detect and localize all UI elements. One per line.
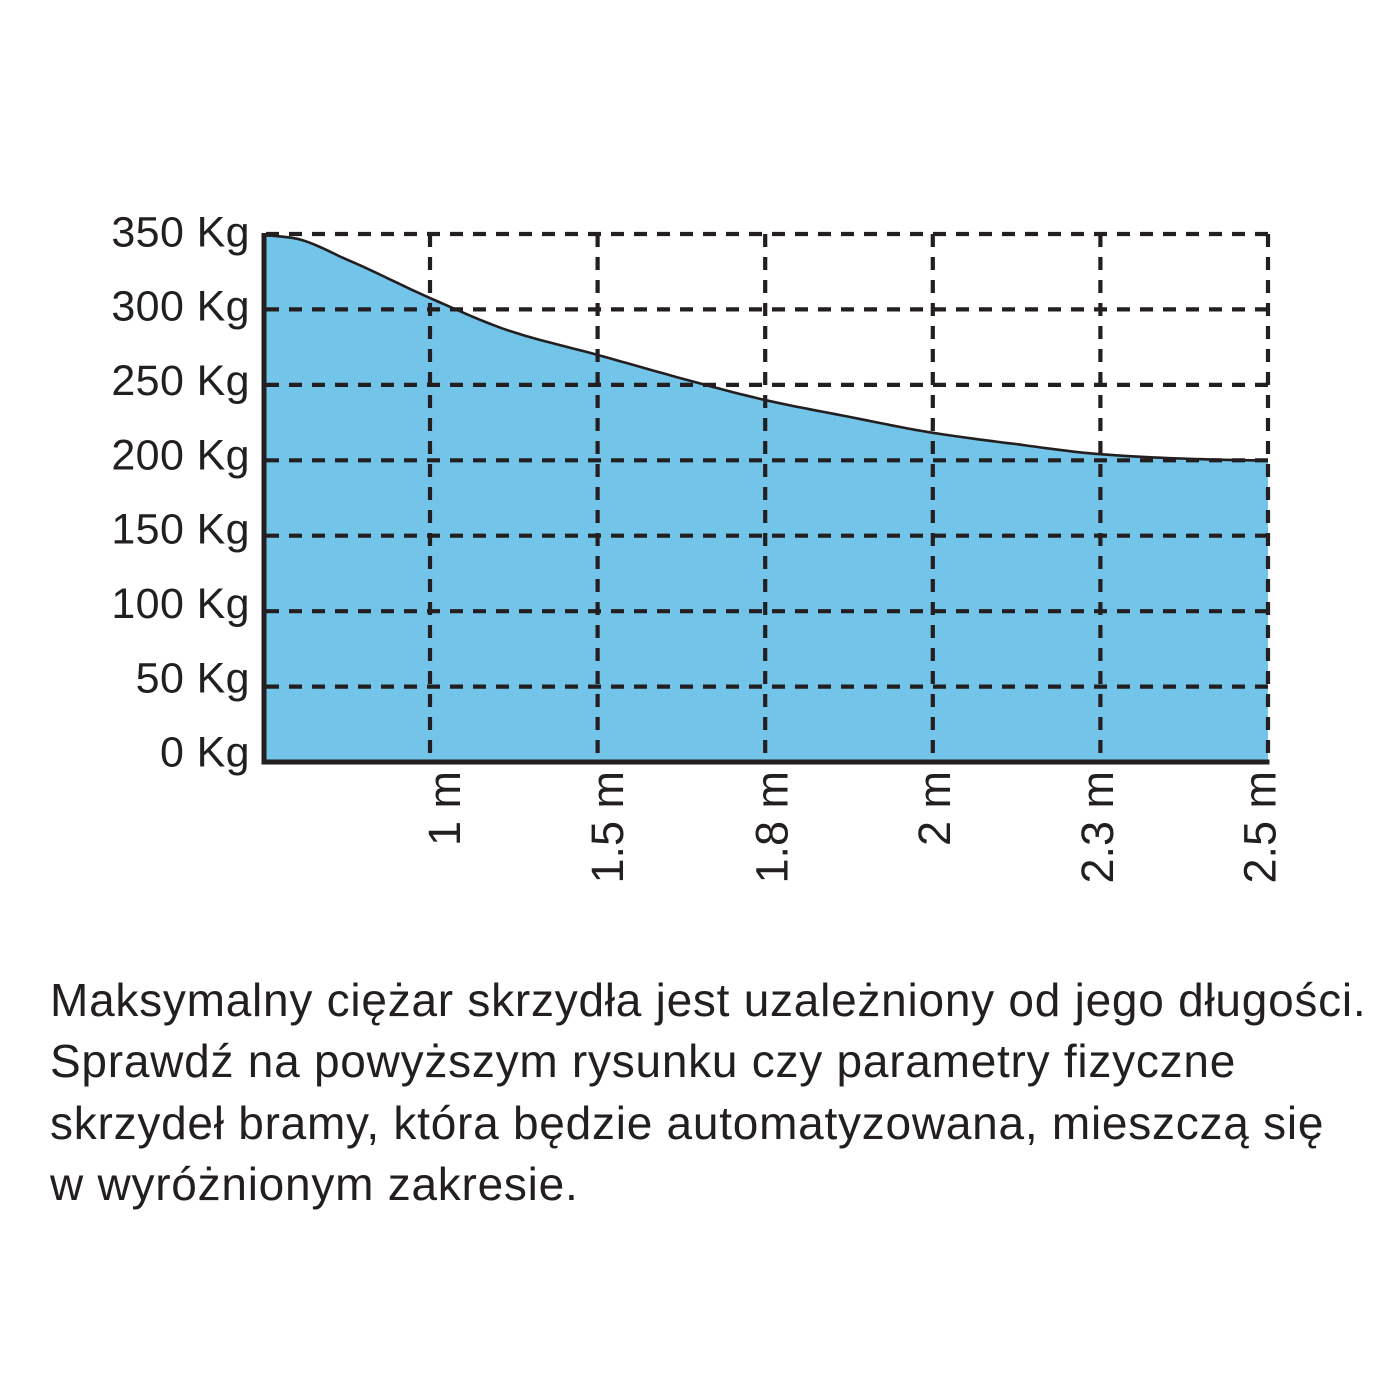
- svg-text:100 Kg: 100 Kg: [111, 580, 250, 628]
- svg-text:200 Kg: 200 Kg: [111, 431, 250, 479]
- svg-text:50 Kg: 50 Kg: [136, 654, 250, 702]
- svg-text:2.3 m: 2.3 m: [1072, 771, 1123, 884]
- svg-text:2.5 m: 2.5 m: [1235, 771, 1286, 884]
- svg-text:1 m: 1 m: [419, 771, 470, 846]
- svg-text:0 Kg: 0 Kg: [160, 729, 250, 777]
- svg-text:350 Kg: 350 Kg: [111, 208, 250, 256]
- svg-text:300 Kg: 300 Kg: [111, 283, 250, 331]
- svg-text:2 m: 2 m: [909, 771, 960, 846]
- svg-text:1.8 m: 1.8 m: [747, 771, 798, 884]
- svg-text:250 Kg: 250 Kg: [111, 357, 250, 405]
- svg-text:1.5 m: 1.5 m: [582, 771, 633, 884]
- svg-text:150 Kg: 150 Kg: [111, 506, 250, 554]
